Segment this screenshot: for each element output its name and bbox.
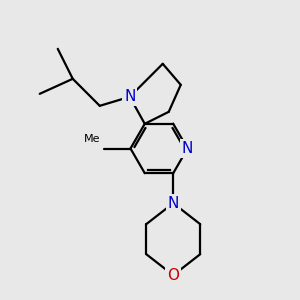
Text: N: N	[124, 89, 135, 104]
Text: N: N	[182, 141, 193, 156]
Text: Me: Me	[84, 134, 101, 144]
Text: N: N	[168, 196, 179, 211]
Text: O: O	[167, 268, 179, 283]
